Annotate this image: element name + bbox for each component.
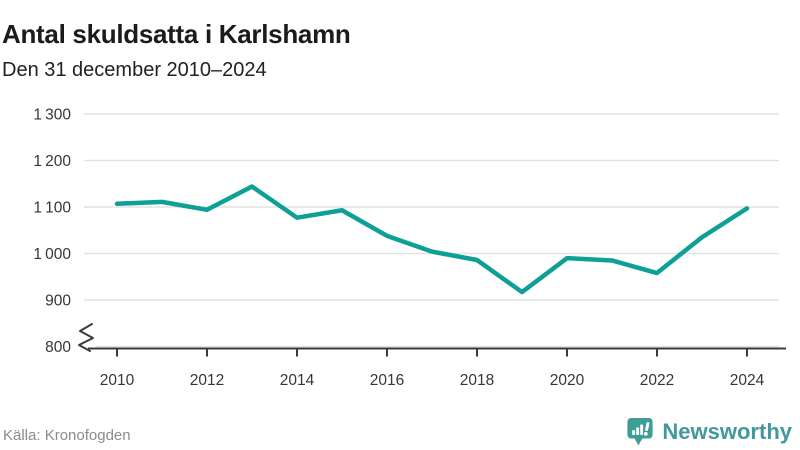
source-caption: Källa: Kronofogden <box>3 427 131 444</box>
x-tick-label: 2016 <box>370 372 404 389</box>
y-tick-label: 800 <box>45 339 71 356</box>
y-tick-label: 1 100 <box>33 200 71 217</box>
x-tick-label: 2018 <box>460 372 494 389</box>
page-title: Antal skuldsatta i Karlshamn <box>2 19 351 50</box>
data-line <box>114 184 750 295</box>
chart-subtitle: Den 31 december 2010–2024 <box>2 59 267 81</box>
x-tick-label: 2014 <box>280 372 315 389</box>
y-tick-label: 1 000 <box>33 246 71 263</box>
y-axis-break-icon <box>78 323 94 352</box>
newsworthy-logo-icon <box>627 418 654 446</box>
exclamation-glyph <box>644 422 650 436</box>
y-tick-label: 1 200 <box>33 153 71 170</box>
bar-glyph-large <box>640 424 644 435</box>
bar-glyph-medium <box>636 427 640 435</box>
x-tick-label: 2020 <box>550 372 585 389</box>
newsworthy-logo-text: Newsworthy <box>662 419 792 444</box>
x-tick-label: 2024 <box>730 372 765 389</box>
newsworthy-logo: Newsworthy <box>626 416 792 448</box>
x-tick-label: 2010 <box>100 372 135 389</box>
x-tick-label: 2022 <box>640 372 674 389</box>
y-tick-label: 900 <box>45 293 71 310</box>
x-tick-label: 2012 <box>190 372 224 389</box>
speech-bubble-shape <box>627 418 654 446</box>
bar-glyph-small <box>632 430 636 435</box>
y-tick-label: 1 300 <box>33 107 71 124</box>
